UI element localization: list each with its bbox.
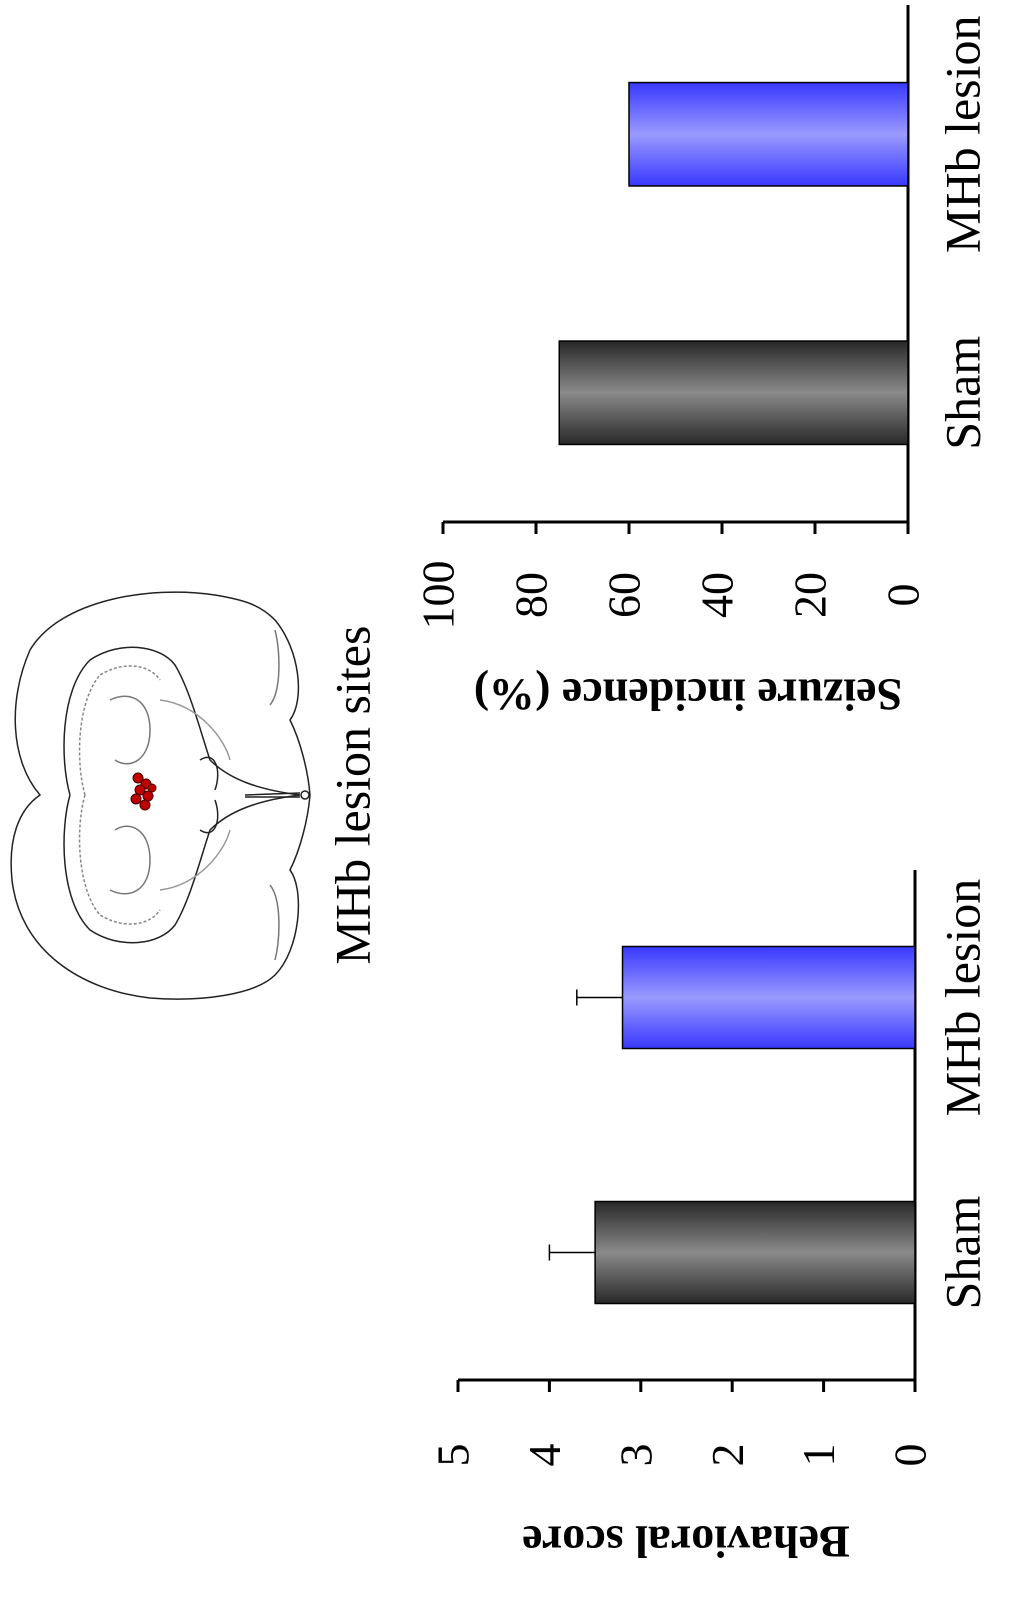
y-tick-label: 0 [885,1444,936,1467]
x-tick-label: MHb lesion [934,16,990,254]
bar [623,947,915,1049]
lesion-sites [131,773,156,810]
y-axis-title: Seizure incidence (%) [474,669,902,720]
y-tick-label: 0 [878,584,929,607]
y-tick-label: 2 [702,1444,753,1467]
y-tick-label: 4 [519,1444,570,1467]
y-tick-label: 5 [428,1444,479,1467]
bar [595,1202,915,1304]
brain-diagram [11,592,310,999]
error-bar [549,1245,595,1261]
y-tick-label: 60 [599,572,650,618]
y-tick-label: 40 [692,572,743,618]
figure: MHb lesion sites 0 1 2 3 4 5 Behavioral score S… [0,0,1022,1621]
y-tick-label: 80 [506,572,557,618]
y-tick-label: 3 [610,1444,661,1467]
y-tick-label: 1 [793,1444,844,1467]
y-axis-title: Behavioral score [522,1516,849,1567]
x-tick-label: MHb lesion [934,879,990,1117]
x-tick-label: Sham [934,1195,990,1309]
diagram-label: MHb lesion sites [324,626,380,965]
y-tick-label: 100 [413,561,464,630]
bar [629,83,908,186]
bar [559,341,908,444]
x-tick-label: Sham [934,336,990,450]
y-tick-label: 20 [785,572,836,618]
error-bar [577,990,623,1006]
